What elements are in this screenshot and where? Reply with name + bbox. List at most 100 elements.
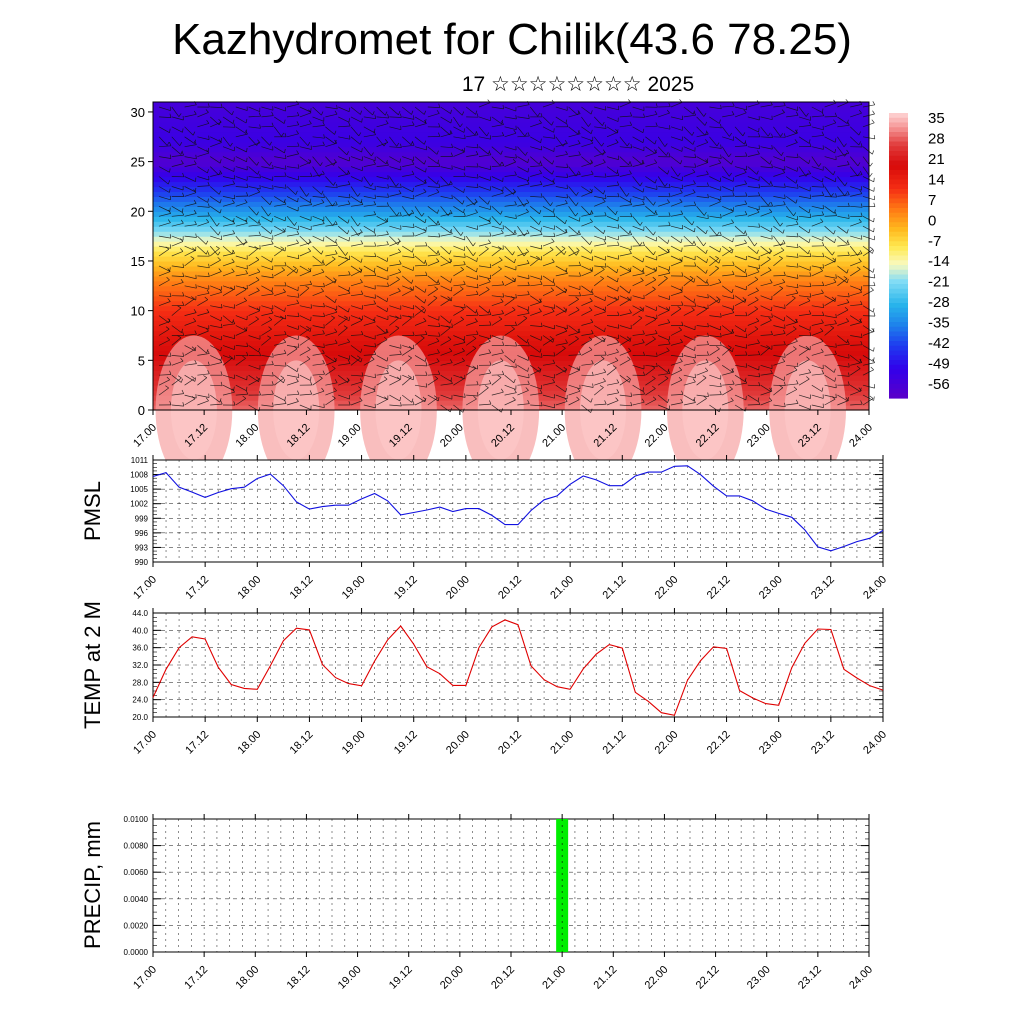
wind-barb [350, 334, 364, 336]
heatmap-layer [153, 216, 869, 222]
wind-barb [581, 349, 593, 356]
wind-barb [312, 352, 325, 356]
colorbar-swatch [889, 212, 908, 219]
wind-barb-flag [357, 355, 361, 359]
wind-barb [849, 355, 861, 363]
wind-barb-flag [575, 336, 579, 340]
wind-barb-flag [359, 397, 363, 401]
y-axis-title: TEMP at 2 M [80, 601, 105, 729]
x-tick-label: 21.12 [600, 574, 628, 602]
wind-barb [824, 353, 837, 356]
wind-barb-flag [678, 366, 683, 371]
wind-barb-flag [706, 351, 709, 356]
wind-barb-flag [447, 336, 452, 340]
wind-barb-flag [515, 342, 517, 347]
wind-barb-flag [704, 367, 709, 372]
wind-barb-flag [169, 361, 172, 366]
colorbar-swatch [889, 136, 908, 143]
wind-barb [504, 374, 515, 384]
x-tick-label: 20.00 [438, 422, 466, 450]
colorbar-swatch [889, 284, 908, 290]
wind-barb [811, 364, 824, 370]
wind-barb-flag [386, 369, 389, 374]
x-tick-label: 17.12 [183, 574, 211, 602]
wind-barb-flag [860, 400, 863, 405]
wind-barb [683, 402, 696, 406]
wind-barb [248, 364, 261, 370]
wind-barb [568, 364, 580, 371]
wind-barb [798, 345, 811, 351]
wind-barb-flag [169, 207, 171, 212]
wind-barb-flag [820, 348, 824, 353]
wind-barb-flag [343, 325, 348, 329]
wind-barb [581, 333, 594, 336]
wind-barb [389, 354, 402, 356]
y-tick-label: 0.0040 [124, 895, 149, 904]
heatmap-layer [153, 146, 869, 153]
wind-barb-flag [616, 379, 620, 383]
wind-barb-flag [334, 379, 338, 383]
wind-barb-flag [476, 380, 479, 385]
wind-barb [568, 369, 580, 376]
wind-barb [619, 359, 631, 366]
wind-barb [401, 357, 412, 366]
wind-barb-flag [591, 360, 594, 364]
wind-barb [312, 390, 325, 396]
wind-barb-flag [642, 330, 645, 335]
wind-barb [402, 345, 414, 350]
x-tick-label: 18.00 [233, 964, 261, 992]
heatmap-layer [153, 171, 869, 178]
wind-barb-flag [680, 338, 683, 343]
wind-barb-flag [525, 387, 529, 391]
wind-barb [440, 383, 453, 386]
colorbar-swatch [889, 208, 908, 214]
wind-barb [555, 401, 568, 406]
wind-barb-flag [694, 346, 696, 351]
wind-barb-flag [306, 326, 310, 329]
wind-barb-flag [565, 388, 568, 393]
wind-barb-flag [656, 362, 658, 367]
wind-barb-flag [604, 400, 607, 405]
heatmap-layer [153, 201, 869, 207]
wind-barb-flag [489, 361, 492, 366]
wind-barb-flag [347, 338, 350, 343]
wind-barb-flag [513, 378, 516, 383]
wind-barb [427, 352, 440, 356]
wind-barb [696, 377, 707, 386]
wind-barb [274, 353, 287, 356]
wind-barb [453, 394, 466, 398]
colorbar-swatch [889, 355, 908, 361]
wind-barb [363, 384, 375, 391]
wind-barb [466, 364, 478, 370]
wind-barb-flag [246, 342, 249, 347]
wind-barb-flag [488, 349, 492, 354]
chart-title: Kazhydromet for Chilik(43.6 78.25) [172, 15, 852, 64]
colorbar-label: -7 [928, 233, 941, 250]
wind-barb-flag [399, 366, 401, 372]
wind-barb-flag [627, 356, 631, 360]
temperature-colorbar: 35 28 21 14 7 0 -7 -14 -21 -28 -35 -42 -49 -56 [889, 110, 950, 399]
wind-barb [325, 390, 337, 396]
wind-barb [696, 284, 709, 287]
wind-barb [376, 373, 389, 376]
wind-barb [786, 340, 798, 346]
wind-barb-flag [616, 348, 619, 353]
x-tick-label: 21.12 [600, 729, 628, 757]
wind-barb-flag [795, 399, 799, 404]
heatmap-layer [153, 315, 869, 322]
wind-barb-flag [873, 274, 876, 279]
wind-barb-flag [873, 134, 876, 139]
wind-barb [261, 364, 274, 366]
wind-barb-flag [873, 312, 876, 317]
y-tick-label: 20 [131, 204, 145, 219]
wind-barb [850, 384, 861, 392]
wind-barb-flag [191, 375, 195, 379]
x-tick-label: 23.12 [809, 574, 837, 602]
y-tick-label: 990 [135, 558, 149, 567]
wind-barb-flag [451, 297, 453, 302]
wind-barb [773, 344, 786, 346]
wind-barb-flag [228, 355, 233, 359]
wind-barb-flag [476, 392, 479, 397]
wind-barb [529, 345, 541, 353]
wind-barb-flag [563, 366, 567, 371]
